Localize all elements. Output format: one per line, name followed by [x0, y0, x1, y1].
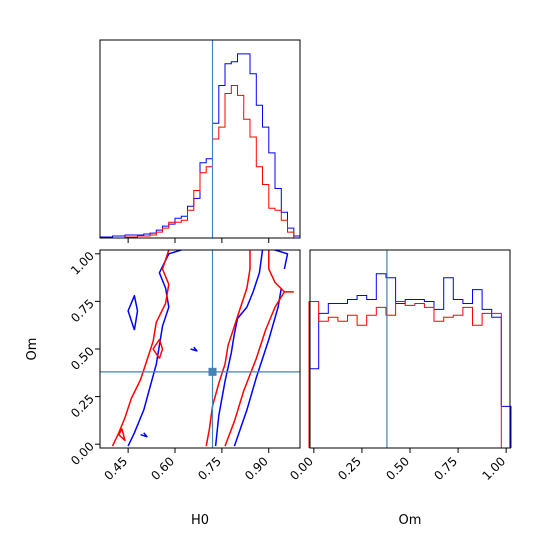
- contour-x-tick-label: 0.60: [148, 454, 177, 483]
- contour-line-series-1-0: [205, 250, 251, 447]
- om-histogram-x-tick-label: 0.00: [287, 454, 316, 483]
- om-histogram-axis-label: Om: [399, 513, 422, 528]
- contour-y-tick-label: 0.50: [68, 344, 97, 373]
- h0-histogram-frame: [99, 39, 301, 239]
- contour-line-series-0-5: [274, 249, 289, 270]
- contour-line-series-0-0: [127, 249, 182, 447]
- contour-line-series-1-1: [224, 291, 294, 447]
- contour-x-tick-label: 0.90: [242, 454, 271, 483]
- h0-histogram-series: [99, 53, 301, 239]
- h0-histogram-background: [100, 40, 300, 238]
- truth-point-marker: [208, 367, 217, 376]
- h0-axis-label: H0: [191, 513, 209, 528]
- h0-histogram-panel: [99, 39, 301, 243]
- contour-line-series-0-3: [233, 287, 283, 447]
- contour-line-series-1-5: [268, 250, 285, 293]
- om-histogram-step-series-1: [308, 301, 511, 449]
- contour-background: [100, 250, 300, 448]
- contour-x-ticks: 0.45 0.60 0.75 0.90: [101, 448, 271, 483]
- om-histogram-panel: 0.00 0.25 0.50 0.75 1.00 Om: [287, 249, 512, 528]
- contour-line-series-0-6: [190, 346, 198, 352]
- h0-histogram-step-series-1: [100, 85, 300, 239]
- om-histogram-step-series-0: [308, 273, 512, 448]
- om-axis-label: Om: [25, 338, 40, 361]
- om-histogram-background: [310, 250, 510, 448]
- om-histogram-x-tick-label: 0.75: [431, 454, 460, 483]
- contour-y-ticks: 0.00 0.25 0.50 0.75 1.00: [68, 249, 100, 468]
- contour-y-tick-label: 1.00: [68, 249, 97, 278]
- contour-y-tick-label: 0.25: [68, 392, 97, 421]
- om-histogram-x-ticks: 0.00 0.25 0.50 0.75 1.00: [287, 448, 508, 483]
- contour-line-series-0-2: [140, 432, 148, 438]
- contour-line-series-0-4: [214, 249, 264, 447]
- om-histogram-x-tick-label: 1.00: [479, 454, 508, 483]
- contour-series: [111, 249, 294, 447]
- contour-line-series-1-4: [118, 428, 126, 442]
- contour-line-series-1-3: [152, 338, 164, 359]
- contour-x-tick-label: 0.75: [195, 454, 224, 483]
- om-histogram-x-tick-label: 0.50: [383, 454, 412, 483]
- om-histogram-x-tick-label: 0.25: [335, 454, 364, 483]
- contour-y-tick-label: 0.00: [68, 439, 97, 468]
- contour-y-tick-label: 0.75: [68, 296, 97, 325]
- om-histogram-series: [308, 273, 512, 449]
- h0-histogram-step-series-0: [99, 53, 301, 238]
- contour-line-series-1-2: [111, 249, 170, 447]
- h0-histogram-ticks: [127, 238, 270, 243]
- contour-line-series-0-1: [127, 294, 139, 331]
- contour-x-tick-label: 0.45: [101, 454, 130, 483]
- h0-om-contour-panel: 0.45 0.60 0.75 0.90 0.00 0.25 0.50 0.75 1.00 H0…: [25, 249, 301, 528]
